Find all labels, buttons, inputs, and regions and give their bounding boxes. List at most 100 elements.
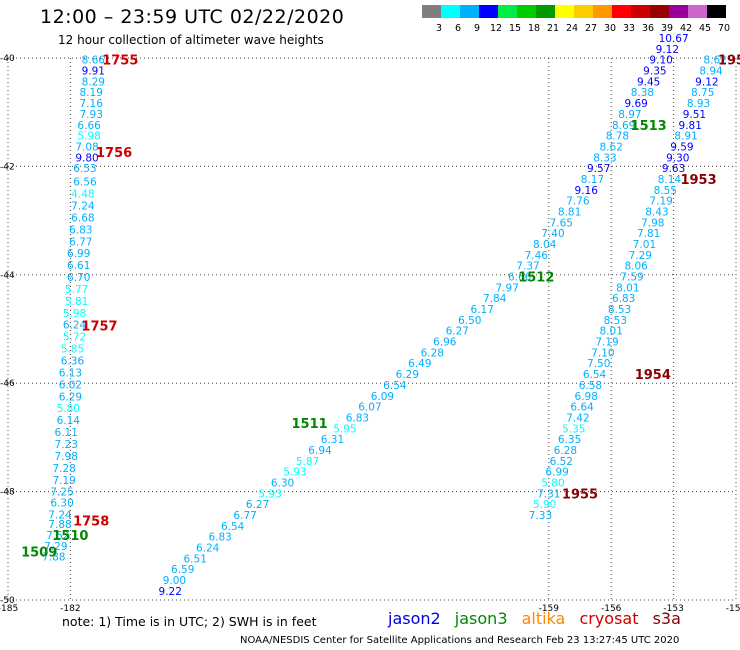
wave-height-label: 8.62 — [704, 55, 727, 67]
wave-height-label: 7.19 — [649, 196, 672, 208]
wave-height-label: 5.35 — [562, 423, 585, 435]
wave-height-label: 7.08 — [75, 141, 98, 153]
wave-height-label: 6.83 — [208, 532, 231, 544]
wave-height-label: 8.81 — [558, 206, 581, 218]
legend-altika: altika — [521, 609, 566, 628]
color-swatch — [479, 5, 498, 18]
x-tick-label: -182 — [60, 604, 80, 612]
color-swatch — [498, 5, 517, 18]
wave-height-label: 7.59 — [620, 272, 643, 284]
wave-height-label: 6.64 — [570, 402, 594, 414]
satellite-legend: jason2 jason3 altika cryosat s3a — [388, 609, 690, 628]
color-swatch — [441, 5, 460, 18]
chart-subtitle: 12 hour collection of altimeter wave hei… — [58, 33, 324, 47]
wave-height-label: 8.53 — [608, 304, 631, 316]
wave-height-label: 9.45 — [637, 76, 660, 88]
wave-height-label: 6.53 — [73, 163, 96, 175]
wave-height-label: 10.67 — [659, 33, 689, 45]
wave-height-label: 6.99 — [67, 248, 90, 260]
wave-height-label: 6.98 — [575, 391, 598, 403]
wave-height-label: 5.72 — [63, 332, 86, 344]
color-swatch — [422, 5, 441, 18]
wave-height-label: 8.14 — [658, 174, 682, 186]
legend-jason2: jason2 — [388, 609, 441, 628]
wave-height-label: 6.50 — [458, 315, 481, 327]
wave-height-label: 6.58 — [579, 380, 602, 392]
color-swatch — [593, 5, 612, 18]
x-tick-label: -153 — [663, 604, 683, 612]
wave-height-label: 7.88 — [42, 552, 65, 564]
wave-height-label: 6.31 — [321, 434, 344, 446]
wave-height-label: 6.35 — [558, 434, 581, 446]
wave-height-label: 6.07 — [358, 402, 381, 414]
y-tick-label: -42 — [0, 162, 15, 172]
wave-height-label: 6.02 — [59, 379, 82, 391]
color-swatch — [707, 5, 726, 18]
wave-height-label: 7.84 — [483, 293, 507, 305]
wave-height-label: 9.22 — [159, 586, 182, 598]
pass-time-label: 1756 — [96, 146, 132, 161]
color-swatch — [650, 5, 669, 18]
color-scale-label: 12 — [490, 23, 502, 34]
wave-height-label: 7.76 — [566, 196, 590, 208]
wave-height-label: 8.38 — [631, 87, 654, 99]
wave-height-label: 8.97 — [618, 109, 641, 121]
wave-height-label: 5.93 — [258, 488, 281, 500]
color-scale-label: 24 — [566, 23, 578, 34]
color-swatch — [612, 5, 631, 18]
legend-cryosat: cryosat — [579, 609, 639, 628]
wave-height-label: 5.80 — [541, 477, 564, 489]
wave-height-label: 7.46 — [525, 250, 549, 262]
color-swatch — [631, 5, 650, 18]
pass-time-label: 1511 — [292, 417, 328, 432]
pass-time-label: 1755 — [102, 54, 138, 69]
wave-height-label: 7.93 — [80, 109, 103, 121]
wave-height-label: 6.51 — [184, 553, 207, 565]
wave-height-label: 6.24 — [63, 320, 87, 332]
wave-height-label: 5.98 — [77, 131, 100, 143]
pass-time-label: 1758 — [73, 514, 109, 529]
wave-height-label: 9.51 — [683, 109, 706, 121]
wave-height-label: 7.01 — [633, 239, 656, 251]
color-swatch — [536, 5, 555, 18]
wave-height-label: 8.43 — [645, 206, 668, 218]
wave-height-label: 7.24 — [48, 509, 72, 521]
wave-height-label: 5.77 — [65, 284, 88, 296]
wave-height-label: 7.19 — [595, 337, 618, 349]
wave-height-label: 7.16 — [80, 98, 104, 110]
color-scale-label: 42 — [680, 23, 692, 34]
wave-height-plot: -185 -182 -159 -156 -153 -150 -40 -42 -44 -46 -48 -… — [0, 33, 740, 612]
wave-height-label: 6.83 — [612, 293, 635, 305]
wave-height-label: 8.04 — [533, 239, 557, 251]
wave-height-label: 6.94 — [308, 445, 332, 457]
pass-time-label: 1757 — [81, 319, 117, 334]
wave-height-label: 5.98 — [63, 308, 86, 320]
wave-height-label: 7.33 — [529, 510, 552, 522]
wave-height-label: 9.63 — [662, 163, 685, 175]
wave-height-label: 9.91 — [82, 66, 105, 78]
wave-height-label: 6.96 — [433, 337, 457, 349]
y-tick-label: -44 — [0, 271, 15, 281]
wave-height-label: 5.81 — [65, 296, 88, 308]
wave-height-label: 6.66 — [77, 120, 101, 132]
wave-height-label: 7.31 — [537, 488, 560, 500]
wave-height-label: 9.81 — [679, 120, 702, 132]
wave-height-label: 7.10 — [591, 347, 614, 359]
wave-height-label: 6.28 — [554, 445, 577, 457]
wave-height-label: 6.30 — [50, 498, 73, 510]
wave-height-label: 5.93 — [283, 467, 306, 479]
wave-height-label: 9.57 — [587, 163, 610, 175]
wave-height-label: 6.70 — [67, 272, 90, 284]
color-swatch — [555, 5, 574, 18]
wave-height-label: 9.00 — [163, 575, 186, 587]
wave-height-label: 9.69 — [624, 98, 647, 110]
wave-height-label: 9.10 — [649, 55, 672, 67]
color-swatch — [460, 5, 479, 18]
color-swatch — [517, 5, 536, 18]
wave-height-label: 6.59 — [171, 564, 194, 576]
wave-height-label: 7.65 — [550, 217, 573, 229]
wave-height-label: 7.25 — [50, 487, 73, 499]
x-tick-label: -156 — [601, 604, 622, 612]
wave-height-label: 7.40 — [541, 228, 564, 240]
